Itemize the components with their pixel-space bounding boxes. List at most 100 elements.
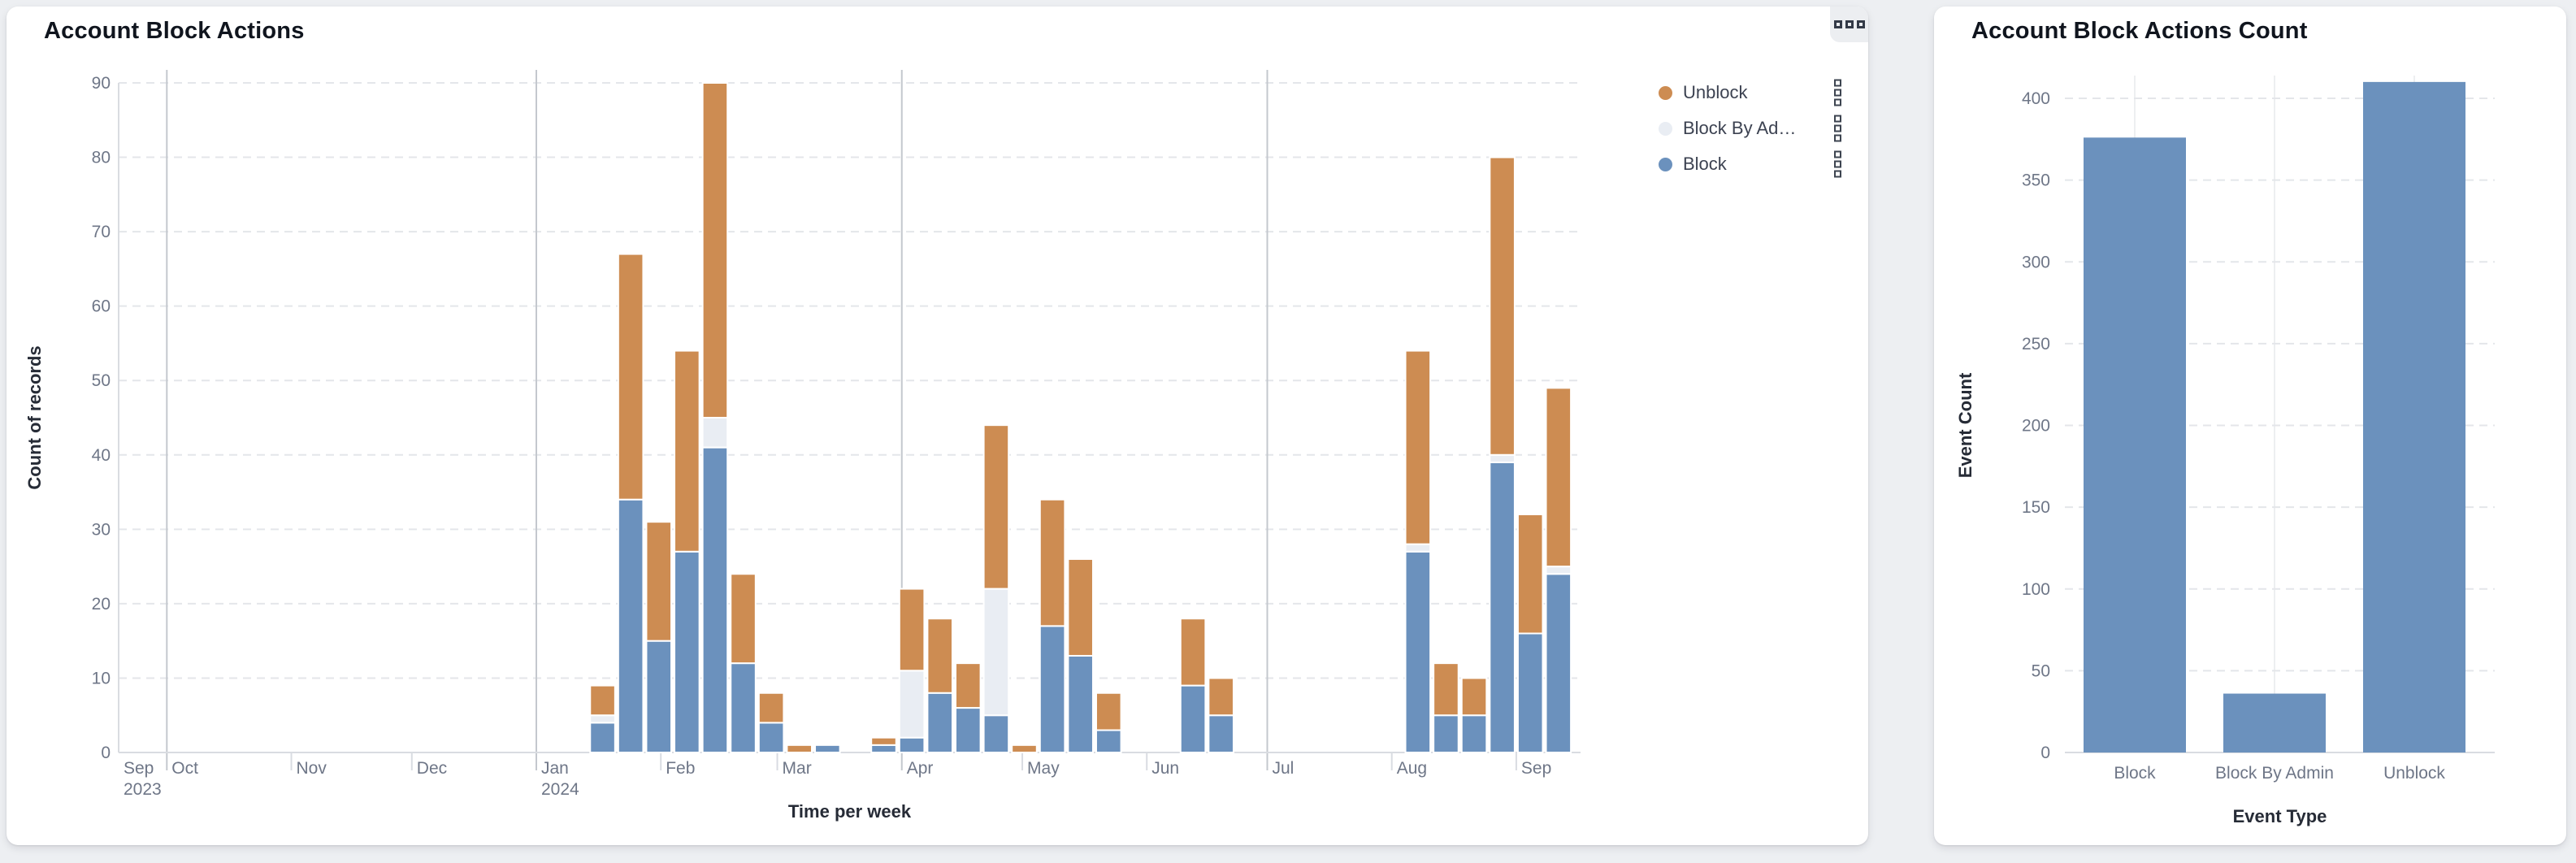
y-axis-title: Event Count xyxy=(1955,372,1975,478)
y-tick-label: 200 xyxy=(2022,417,2050,436)
bar-segment-block[interactable] xyxy=(645,640,673,754)
x-tick-label: Aug xyxy=(1397,759,1427,778)
bar-segment-block-by-admin[interactable] xyxy=(701,417,729,449)
legend-kebab-icon[interactable] xyxy=(1834,115,1841,142)
bar-segment-block-by-admin[interactable] xyxy=(589,714,616,724)
bar-segment-block[interactable] xyxy=(617,498,644,753)
bar-segment-unblock[interactable] xyxy=(1516,514,1544,635)
x-tick-label: Jul xyxy=(1273,759,1295,778)
y-tick-label: 0 xyxy=(101,744,111,762)
bar-segment-unblock[interactable] xyxy=(674,349,700,553)
x-tick-label: Sep xyxy=(1521,759,1551,778)
bar-segment-block[interactable] xyxy=(589,722,616,754)
bar-segment-unblock[interactable] xyxy=(982,424,1010,590)
x-tick-label: Feb xyxy=(666,759,695,778)
block-by-admin-swatch-icon xyxy=(1659,121,1672,136)
y-tick-label: 250 xyxy=(2022,335,2050,353)
bar-segment-unblock[interactable] xyxy=(1545,387,1572,568)
bar-segment-block[interactable] xyxy=(1404,550,1432,753)
y-tick-label: 10 xyxy=(92,669,111,687)
bar-segment-block[interactable] xyxy=(757,722,785,754)
bar-segment-block-by-admin[interactable] xyxy=(982,588,1010,717)
legend-item-block-by-admin[interactable]: Block By Ad… xyxy=(1656,111,1854,146)
bar-segment-unblock[interactable] xyxy=(1179,618,1207,687)
x-tick-label: Apr xyxy=(907,759,934,778)
legend-item-block[interactable]: Block xyxy=(1656,146,1854,182)
bar-segment-unblock[interactable] xyxy=(1404,349,1432,545)
x-tick-label: Dec xyxy=(417,759,447,778)
bar-segment-block[interactable] xyxy=(926,692,953,753)
three-squares-icon xyxy=(1845,20,1854,28)
bar-segment-block[interactable] xyxy=(870,744,897,753)
bar-segment-unblock[interactable] xyxy=(1489,156,1516,456)
bar-unblock[interactable] xyxy=(2363,81,2465,752)
bar-segment-block[interactable] xyxy=(1460,714,1488,754)
bar-segment-block[interactable] xyxy=(955,707,982,753)
y-tick-label: 80 xyxy=(92,149,111,167)
bar-segment-unblock[interactable] xyxy=(786,744,813,753)
y-tick-label: 150 xyxy=(2022,498,2050,517)
y-tick-label: 60 xyxy=(92,297,111,316)
bar-segment-unblock[interactable] xyxy=(1067,557,1094,657)
bar-segment-block[interactable] xyxy=(1545,573,1572,753)
x-tick-label: May xyxy=(1027,759,1060,778)
bar-block-by-admin[interactable] xyxy=(2223,693,2326,752)
bar-segment-unblock[interactable] xyxy=(955,662,982,709)
bar-segment-block[interactable] xyxy=(701,446,729,753)
bar-segment-unblock[interactable] xyxy=(730,573,757,665)
x-tick-label: Jan xyxy=(541,759,569,778)
x-axis-title: Event Type xyxy=(2233,806,2327,826)
bar-segment-block-by-admin[interactable] xyxy=(1489,453,1516,463)
bar-segment-unblock[interactable] xyxy=(898,588,926,672)
block-swatch-icon xyxy=(1659,157,1672,171)
bar-segment-block-by-admin[interactable] xyxy=(898,670,926,739)
panel-menu-button[interactable] xyxy=(1830,7,1868,42)
bar-segment-block[interactable] xyxy=(1208,714,1234,754)
bar-segment-unblock[interactable] xyxy=(1208,677,1234,717)
bar-segment-unblock[interactable] xyxy=(701,82,729,418)
account-block-actions-count-panel: Account Block Actions Count 0 50 100 150 200… xyxy=(1934,7,2566,845)
y-tick-label: 400 xyxy=(2022,89,2050,108)
legend: Unblock Block By Ad… Block xyxy=(1656,75,1854,182)
bar-segment-block[interactable] xyxy=(814,744,841,753)
legend-kebab-icon[interactable] xyxy=(1834,150,1841,178)
bar-segment-block[interactable] xyxy=(1433,714,1459,754)
bar-segment-unblock[interactable] xyxy=(870,736,897,746)
bar-segment-unblock[interactable] xyxy=(1011,744,1038,753)
bar-segment-block-by-admin[interactable] xyxy=(1545,566,1572,575)
bar-segment-block[interactable] xyxy=(982,714,1010,754)
bar-segment-unblock[interactable] xyxy=(645,521,673,642)
bar-segment-block[interactable] xyxy=(1179,684,1207,753)
bar-segment-unblock[interactable] xyxy=(926,618,953,694)
x-tick-label: Jun xyxy=(1151,759,1179,778)
bar-segment-block[interactable] xyxy=(1516,632,1544,753)
bar-segment-unblock[interactable] xyxy=(617,253,644,501)
bar-segment-block[interactable] xyxy=(898,736,926,754)
page-title: Account Block Actions Count xyxy=(1971,18,2308,44)
bar-segment-unblock[interactable] xyxy=(757,692,785,724)
x-tick-label: Unblock xyxy=(2383,764,2445,783)
bar-segment-block[interactable] xyxy=(730,662,757,754)
bar-segment-unblock[interactable] xyxy=(1039,498,1066,627)
bar-segment-unblock[interactable] xyxy=(1095,692,1122,731)
three-squares-icon xyxy=(1856,20,1865,28)
bar-segment-block-by-admin[interactable] xyxy=(1404,543,1432,553)
bar-chart: 0 50 100 150 200 250 300 350 400 Block Block By Ad… xyxy=(1955,76,2495,826)
bar-segment-block[interactable] xyxy=(1039,625,1066,753)
bar-segment-unblock[interactable] xyxy=(1460,677,1488,717)
bar-segment-unblock[interactable] xyxy=(1433,662,1459,717)
y-tick-label: 20 xyxy=(92,595,111,614)
bar-segment-unblock[interactable] xyxy=(589,684,616,717)
bar-segment-block[interactable] xyxy=(674,550,700,753)
legend-item-unblock[interactable]: Unblock xyxy=(1656,75,1854,111)
x-tick-label: 2023 xyxy=(124,780,162,799)
stacked-bar-chart: Sep 2023 Oct Nov Dec Jan 2024 Feb Mar Apr May Jun Ju… xyxy=(24,70,1581,822)
bar-segment-block[interactable] xyxy=(1489,461,1516,754)
bar-block[interactable] xyxy=(2084,137,2186,753)
legend-kebab-icon[interactable] xyxy=(1834,79,1841,106)
unblock-swatch-icon xyxy=(1659,85,1672,100)
bar-segment-block[interactable] xyxy=(1067,654,1094,754)
bar-segment-block[interactable] xyxy=(1095,729,1122,753)
three-squares-icon xyxy=(1833,20,1842,28)
